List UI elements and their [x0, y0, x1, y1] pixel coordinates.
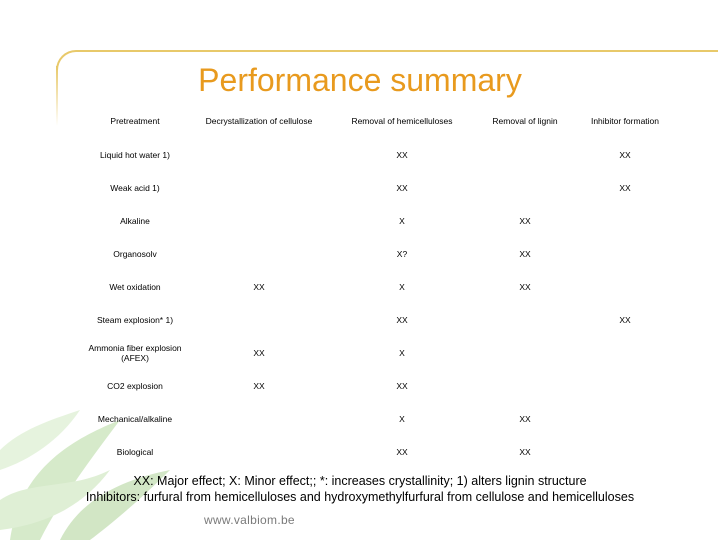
cell-pretreatment: Weak acid 1) [110, 182, 160, 193]
header-decrystallization: Decrystallization of cellulose [205, 116, 313, 126]
table-row: Biological XX XX [79, 435, 677, 468]
cell-inhibitor-formation [573, 204, 677, 237]
table-row: Mechanical/alkaline X XX [79, 402, 677, 435]
header-pretreatment: Pretreatment [110, 116, 160, 126]
cell-hemicellulose-removal: XX [396, 182, 408, 193]
cell-pretreatment: Wet oxidation [109, 281, 161, 292]
cell-inhibitor-formation [573, 336, 677, 369]
cell-decrystallization [191, 204, 327, 237]
cell-lignin-removal [477, 171, 573, 204]
table-row: Organosolv X? XX [79, 237, 677, 270]
cell-lignin-removal [477, 138, 573, 171]
cell-pretreatment: Ammonia fiber explosion (AFEX) [88, 342, 182, 363]
footer-legend: XX: Major effect; X: Minor effect;; *: i… [133, 474, 587, 488]
cell-decrystallization [191, 435, 327, 468]
table-header-row: Pretreatment Decrystallization of cellul… [79, 104, 677, 138]
leaf-decoration-image [0, 410, 170, 540]
table-row: Wet oxidation XX X XX [79, 270, 677, 303]
cell-pretreatment: Mechanical/alkaline [97, 413, 173, 424]
cell-inhibitor-formation: XX [619, 149, 631, 160]
cell-lignin-removal: XX [519, 281, 531, 292]
cell-decrystallization [191, 402, 327, 435]
cell-hemicellulose-removal: X [399, 413, 405, 424]
cell-hemicellulose-removal: XX [396, 149, 408, 160]
website-url: www.valbiom.be [204, 513, 295, 527]
cell-lignin-removal [477, 303, 573, 336]
cell-inhibitor-formation [573, 270, 677, 303]
cell-decrystallization [191, 237, 327, 270]
cell-decrystallization: XX [253, 281, 265, 292]
footer-inhibitors-note: Inhibitors: furfural from hemicelluloses… [85, 490, 635, 504]
cell-hemicellulose-removal: XX [396, 380, 408, 391]
cell-hemicellulose-removal: X [399, 215, 405, 226]
cell-lignin-removal: XX [519, 215, 531, 226]
decorative-frame-left [56, 66, 58, 126]
cell-inhibitor-formation [573, 369, 677, 402]
cell-hemicellulose-removal: X [399, 347, 405, 358]
cell-inhibitor-formation: XX [619, 182, 631, 193]
header-hemicellulose-removal: Removal of hemicelluloses [351, 116, 453, 126]
header-inhibitor-formation: Inhibitor formation [590, 116, 660, 126]
cell-pretreatment: Alkaline [120, 215, 150, 226]
cell-lignin-removal [477, 369, 573, 402]
cell-decrystallization: XX [253, 347, 265, 358]
table-row: Alkaline X XX [79, 204, 677, 237]
cell-pretreatment: Steam explosion* 1) [96, 314, 174, 325]
cell-pretreatment: CO2 explosion [107, 380, 163, 391]
table-row: Weak acid 1) XX XX [79, 171, 677, 204]
cell-pretreatment: Organosolv [113, 248, 157, 259]
cell-decrystallization [191, 138, 327, 171]
header-lignin-removal: Removal of lignin [492, 116, 558, 126]
table-row: Liquid hot water 1) XX XX [79, 138, 677, 171]
cell-lignin-removal: XX [519, 446, 531, 457]
table-row: CO2 explosion XX XX [79, 369, 677, 402]
cell-inhibitor-formation [573, 435, 677, 468]
cell-decrystallization [191, 171, 327, 204]
cell-inhibitor-formation [573, 402, 677, 435]
cell-hemicellulose-removal: XX [396, 314, 408, 325]
cell-lignin-removal [477, 336, 573, 369]
cell-lignin-removal: XX [519, 413, 531, 424]
cell-lignin-removal: XX [519, 248, 531, 259]
table-row: Steam explosion* 1) XX XX [79, 303, 677, 336]
cell-inhibitor-formation [573, 237, 677, 270]
slide-title: Performance summary [198, 62, 522, 98]
cell-inhibitor-formation: XX [619, 314, 631, 325]
cell-hemicellulose-removal: XX [396, 446, 408, 457]
table-row: Ammonia fiber explosion (AFEX) XX X [79, 336, 677, 369]
cell-hemicellulose-removal: X? [396, 248, 408, 259]
cell-decrystallization: XX [253, 380, 265, 391]
cell-hemicellulose-removal: X [399, 281, 405, 292]
cell-pretreatment: Biological [116, 446, 154, 457]
cell-pretreatment: Liquid hot water 1) [100, 149, 170, 160]
performance-table: Pretreatment Decrystallization of cellul… [79, 104, 677, 468]
cell-decrystallization [191, 303, 327, 336]
